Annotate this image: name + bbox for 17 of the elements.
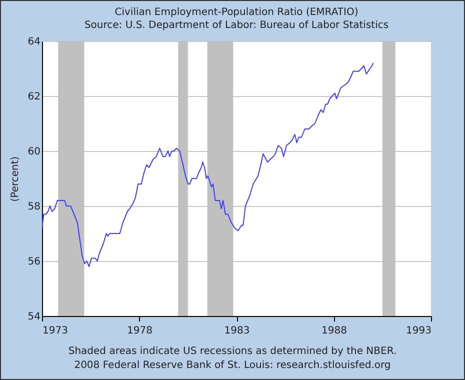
y-tick-label: 64 [28, 36, 40, 48]
text: 2008 Federal Reserve Bank of St. Louis: research.stlouisfed.org [73, 359, 392, 373]
y-tick-label: 58 [28, 202, 40, 212]
x-tick-label: 1993 [406, 326, 432, 336]
y-tick-label: 56 [28, 256, 40, 268]
y-tick-label: 60 [28, 146, 40, 158]
text: Shaded areas indicate US recessions as determined by the NBER. [67, 345, 398, 359]
x-tick-label: 1973 [42, 326, 68, 336]
x-tick-label: 1988 [322, 326, 347, 336]
chart-subtitle: Source: U.S. Department of Labor: Bureau of Labor Statistics [84, 20, 389, 31]
x-tick-label: 1983 [224, 326, 250, 336]
x-tick-label: 1978 [127, 326, 152, 336]
chart-title: Civilian Employment-Population Ratio (EMRATIO) [114, 7, 358, 18]
line-series [42, 62, 374, 267]
y-tick-label: 62 [28, 92, 40, 102]
y-tick-label: 54 [28, 312, 40, 322]
y-axis-title: (Percent) [10, 156, 21, 202]
